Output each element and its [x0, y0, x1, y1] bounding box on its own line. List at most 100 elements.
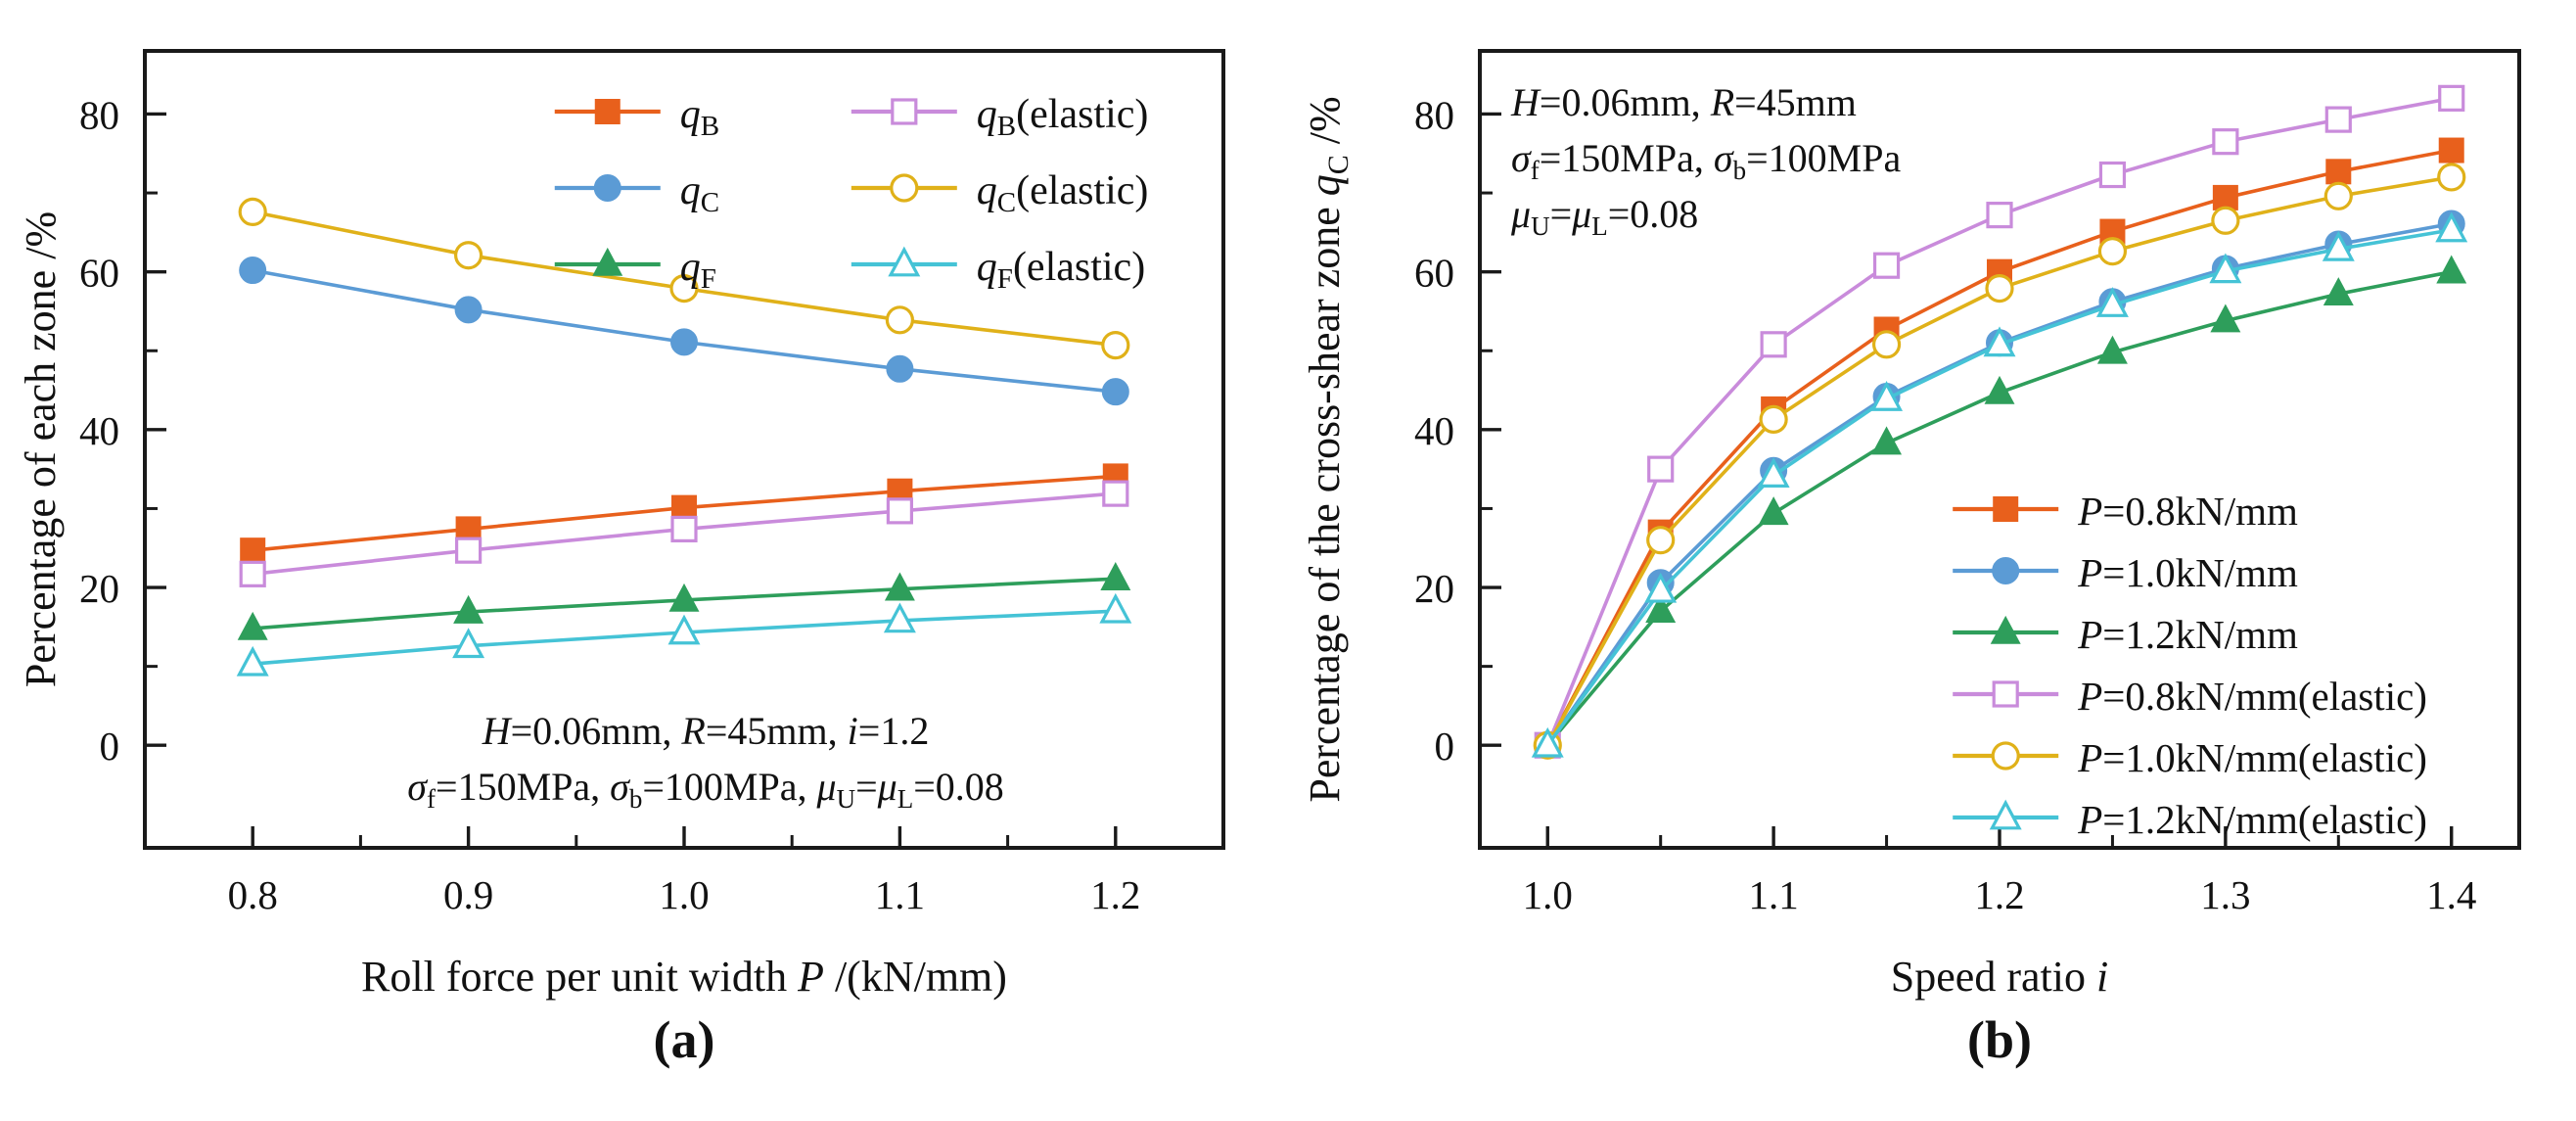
marker-triangle-filled: [2096, 335, 2128, 364]
y-tick-label: 80: [79, 92, 119, 137]
y-tick-label: 0: [1435, 724, 1455, 769]
marker-triangle-filled: [453, 594, 484, 624]
marker-circle-filled: [454, 296, 483, 324]
marker-square-open: [1986, 202, 2013, 229]
marker-triangle-filled: [237, 611, 268, 640]
marker-triangle-filled: [668, 583, 700, 612]
series-qF_elastic: [236, 592, 1132, 677]
legend-item[interactable]: qC: [554, 168, 719, 218]
annotation-block: H=0.06mm, R=45mm, i=1.2 σf=150MPa, σb=100…: [407, 709, 1004, 814]
legend-item[interactable]: qB: [554, 92, 719, 142]
marker-circle-open: [669, 273, 699, 304]
legend-item[interactable]: P=0.8kN/mm(elastic): [1953, 674, 2427, 719]
marker-circle-open: [1871, 330, 1902, 359]
panel-b: 0 20 40 60 80 1.0 1.1 1.2 1.3 1.4 Speed ratio i Per…: [1288, 0, 2576, 1121]
marker-triangle-filled: [2210, 304, 2241, 333]
legend-item[interactable]: P=1.0kN/mm: [1953, 550, 2298, 595]
marker-square-filled: [2438, 137, 2464, 163]
marker-triangle-filled: [2436, 255, 2467, 284]
marker-square-open: [2212, 128, 2239, 156]
legend-item[interactable]: P=0.8kN/mm: [1953, 489, 2298, 534]
svg-text:Percentage of each zone /%: Percentage of each zone /%: [17, 211, 65, 687]
marker-circle-open: [1646, 526, 1676, 555]
marker-triangle-filled: [884, 572, 915, 601]
marker-circle-filled: [670, 328, 698, 356]
marker-circle-open: [2211, 206, 2240, 235]
legend-label: qB(elastic): [977, 92, 1149, 142]
legend-label: P=1.0kN/mm(elastic): [2077, 735, 2427, 780]
legend: qB qB(elastic) qC qC(elastic) qF qF(elastic): [554, 92, 1149, 295]
marker-circle-filled: [239, 257, 267, 285]
annotation-line: H=0.06mm, R=45mm: [1510, 80, 1857, 124]
y-tick-label: 60: [79, 251, 119, 296]
x-tick-label: 0.9: [443, 872, 493, 917]
marker-triangle-filled: [1758, 496, 1789, 526]
y-axis-title: Percentage of each zone /%: [17, 211, 65, 687]
marker-square-open: [1760, 331, 1787, 358]
y-tick-label: 20: [1414, 566, 1454, 611]
legend-item[interactable]: qC(elastic): [851, 168, 1149, 218]
marker-triangle-open: [1757, 457, 1790, 488]
marker-square-open: [1872, 252, 1901, 279]
series-qB_elastic: [239, 480, 1129, 587]
legend-label: P=0.8kN/mm(elastic): [2077, 674, 2427, 719]
axis-ticks: 0 20 40 60 80 0.8 0.9 1.0 1.1 1.2: [79, 92, 1140, 917]
y-tick-label: 40: [79, 408, 119, 453]
legend-item[interactable]: qF: [554, 245, 716, 295]
series-qC: [239, 257, 1129, 406]
panel-caption: (b): [1967, 1010, 2032, 1069]
marker-triangle-filled: [1100, 562, 1131, 590]
legend-item[interactable]: P=1.0kN/mm(elastic): [1953, 735, 2427, 780]
legend: P=0.8kN/mm P=1.0kN/mm P=1.2kN/mm P=0.8kN/mm…: [1953, 489, 2427, 842]
marker-triangle-filled: [1990, 615, 2021, 644]
marker-square-open: [2438, 84, 2465, 112]
marker-triangle-filled: [2323, 277, 2354, 306]
panel-caption: (a): [654, 1010, 715, 1069]
annotation-line: μU=μL=0.08: [1510, 192, 1698, 241]
legend-label: P=1.0kN/mm: [2077, 550, 2298, 595]
data-series-group: [1531, 84, 2468, 760]
data-series-group: [236, 197, 1132, 677]
marker-triangle-open: [1870, 381, 1904, 411]
marker-square-filled: [1993, 496, 2019, 522]
marker-circle-open: [1985, 273, 2014, 304]
marker-square-filled: [2325, 159, 2352, 185]
marker-triangle-open: [2209, 253, 2242, 284]
x-tick-label: 0.8: [228, 872, 278, 917]
svg-text:Percentage of the cross-shear: Percentage of the cross-shear zone qC /%: [1301, 96, 1355, 802]
marker-square-open: [1102, 480, 1129, 507]
annotation-line: H=0.06mm, R=45mm, i=1.2: [482, 709, 930, 753]
x-tick-label: 1.1: [1749, 872, 1799, 917]
marker-square-open: [886, 497, 914, 525]
marker-triangle-open: [1644, 572, 1678, 603]
marker-triangle-open: [236, 645, 269, 677]
annotation-line: σf=150MPa, σb=100MPa, μU=μL=0.08: [407, 765, 1004, 814]
marker-square-open: [2324, 106, 2352, 133]
marker-triangle-open: [2095, 287, 2129, 317]
marker-square-open: [455, 537, 483, 564]
x-axis-title: Speed ratio i: [1891, 953, 2108, 1001]
marker-square-filled: [594, 99, 621, 124]
legend-label: qC: [680, 168, 719, 218]
marker-circle-open: [2437, 163, 2466, 192]
legend-item[interactable]: P=1.2kN/mm: [1953, 612, 2298, 657]
marker-triangle-open: [1099, 592, 1132, 624]
annotation-block: H=0.06mm, R=45mm σf=150MPa, σb=100MPa μU=μ…: [1510, 80, 1901, 241]
marker-square-open: [1647, 455, 1675, 483]
marker-triangle-filled: [1871, 426, 1903, 455]
legend-label: qC(elastic): [977, 168, 1149, 218]
marker-square-filled: [240, 537, 266, 564]
x-tick-label: 1.2: [1974, 872, 2024, 917]
y-tick-label: 40: [1414, 408, 1454, 453]
legend-item[interactable]: qF(elastic): [851, 245, 1145, 295]
axis-ticks: 0 20 40 60 80 1.0 1.1 1.2 1.3 1.4: [1414, 92, 2476, 917]
legend-item[interactable]: P=1.2kN/mm(elastic): [1953, 797, 2427, 842]
marker-square-open: [670, 515, 698, 543]
marker-triangle-open: [667, 614, 701, 645]
marker-triangle-open: [1983, 326, 2016, 357]
y-tick-label: 0: [100, 724, 120, 769]
marker-triangle-filled: [1645, 594, 1677, 624]
marker-circle-open: [1101, 331, 1130, 360]
legend-item[interactable]: qB(elastic): [851, 92, 1149, 142]
